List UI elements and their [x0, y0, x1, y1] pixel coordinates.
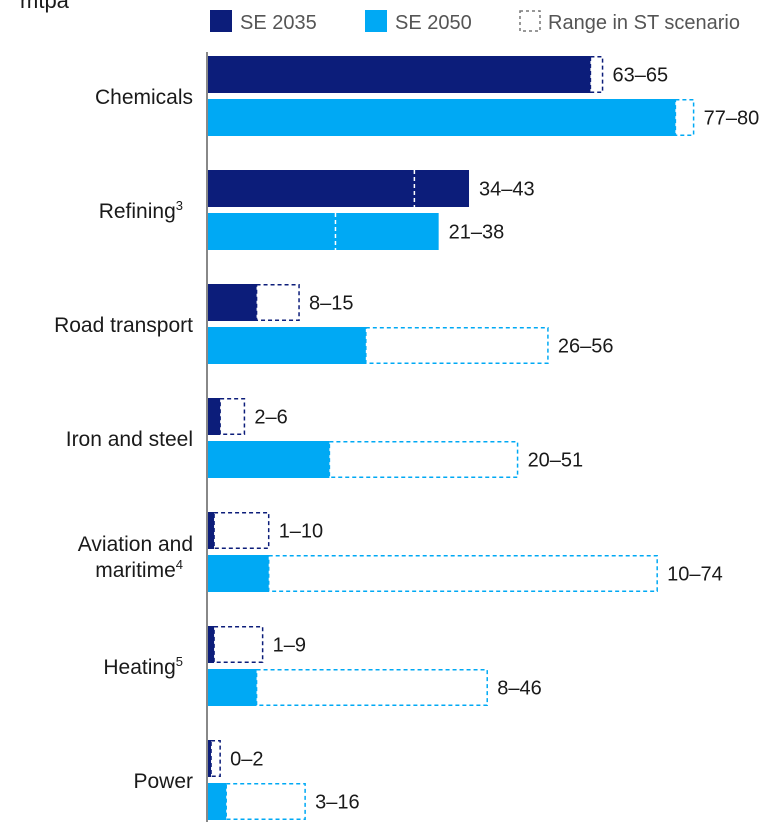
- unit-label: mtpa: [20, 0, 70, 13]
- range-box: [213, 626, 264, 663]
- range-box: [219, 398, 246, 435]
- range-label: 8–46: [497, 678, 541, 700]
- range-label: 21–38: [449, 222, 505, 244]
- bars-group: Chemicals 63–65 77–80 Refining3 34–43 21–38 Ro…: [54, 56, 759, 820]
- legend-swatch-se-2050: [365, 10, 387, 32]
- bar: [208, 170, 470, 207]
- category-label: Iron and steel: [66, 428, 193, 451]
- range-box: [213, 512, 270, 549]
- range-box: [255, 669, 488, 706]
- legend-label-se-2035: SE 2035: [240, 12, 317, 34]
- range-label: 77–80: [704, 108, 760, 130]
- bar: [208, 626, 215, 663]
- bar: [208, 327, 366, 364]
- range-label: 2–6: [254, 407, 287, 429]
- range-label: 26–56: [558, 336, 614, 358]
- range-box: [210, 740, 221, 777]
- range-box: [674, 99, 695, 136]
- bar: [208, 56, 591, 93]
- range-box: [589, 56, 604, 93]
- range-label: 20–51: [528, 450, 584, 472]
- range-label: 8–15: [309, 293, 354, 315]
- range-box: [225, 783, 306, 820]
- category-label: Power: [133, 770, 193, 793]
- category-label: Refining3: [99, 198, 183, 223]
- range-box: [255, 284, 300, 321]
- bar: [208, 783, 227, 820]
- bar: [208, 669, 257, 706]
- range-box: [328, 441, 519, 478]
- range-label: 10–74: [667, 564, 723, 586]
- bar: [208, 284, 257, 321]
- bar: [208, 441, 330, 478]
- category-label: Road transport: [54, 314, 193, 337]
- range-box: [365, 327, 549, 364]
- range-label: 0–2: [230, 749, 263, 771]
- legend-label-se-2050: SE 2050: [395, 12, 472, 34]
- bar: [208, 512, 215, 549]
- bar: [208, 99, 676, 136]
- bar: [208, 398, 221, 435]
- range-label: 1–9: [273, 635, 306, 657]
- bar: [208, 555, 269, 592]
- legend-swatch-range: [519, 10, 541, 32]
- legend: SE 2035 SE 2050 Range in ST scenario: [210, 10, 740, 34]
- category-label: Heating5: [103, 654, 183, 679]
- bar: [208, 213, 439, 250]
- bar: [208, 740, 212, 777]
- range-label: 1–10: [279, 521, 324, 543]
- legend-label-range: Range in ST scenario: [548, 12, 740, 34]
- category-label: Chemicals: [95, 86, 193, 109]
- range-label: 63–65: [613, 65, 669, 87]
- category-label: Aviation and maritime4: [78, 533, 193, 582]
- range-label: 34–43: [479, 179, 535, 201]
- range-label: 3–16: [315, 792, 360, 814]
- range-box: [267, 555, 658, 592]
- legend-swatch-se-2035: [210, 10, 232, 32]
